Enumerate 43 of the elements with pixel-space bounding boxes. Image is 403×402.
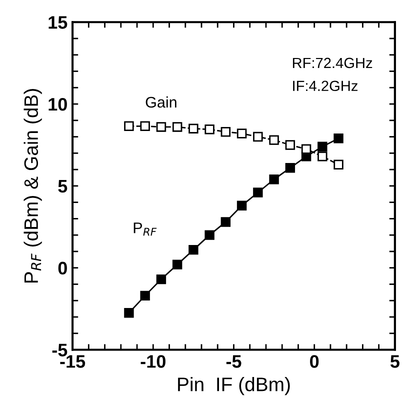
annotation: IF:4.2GHz: [293, 80, 358, 92]
point: [188, 244, 198, 255]
y-tick-label: 15: [48, 16, 68, 29]
point: [301, 144, 312, 154]
x-tick-label: -15: [60, 355, 86, 368]
y-tick-label: 10: [48, 98, 67, 111]
point: [253, 132, 263, 142]
point: [140, 121, 150, 131]
y-tick-label: 5: [58, 180, 68, 193]
x-tick-label: 5: [390, 355, 400, 368]
y-axis-title: P$_{RF}$ (dBm) & Gain (dB): [24, 89, 42, 283]
point: [318, 152, 328, 162]
point: [156, 122, 166, 132]
series-label: Gain: [146, 96, 176, 108]
series-label: P$_{RF}$: [134, 222, 157, 236]
point: [140, 290, 150, 301]
point: [236, 200, 247, 210]
x-axis-title: Pin IF (dBm): [178, 376, 290, 396]
x-tick-label: -5: [226, 355, 242, 368]
point: [285, 140, 296, 150]
point: [172, 122, 182, 132]
point: [188, 124, 198, 134]
point: [253, 188, 263, 198]
point: [285, 163, 296, 173]
point: [156, 274, 166, 284]
point: [334, 134, 344, 144]
point: [124, 121, 134, 131]
point: [269, 135, 279, 145]
point: [172, 260, 182, 270]
point: [124, 308, 134, 318]
point: [236, 128, 247, 138]
point: [334, 160, 344, 170]
point: [220, 217, 231, 227]
point: [220, 127, 231, 137]
annotation: RF:72.4GHz: [292, 58, 372, 68]
point: [204, 230, 214, 240]
y-tick-label: -5: [52, 344, 68, 356]
x-tick-label: 0: [310, 355, 319, 368]
x-tick-label: -10: [140, 355, 166, 368]
y-tick-label: 0: [58, 262, 67, 275]
point: [318, 142, 328, 152]
point: [204, 124, 214, 134]
point: [269, 174, 279, 184]
